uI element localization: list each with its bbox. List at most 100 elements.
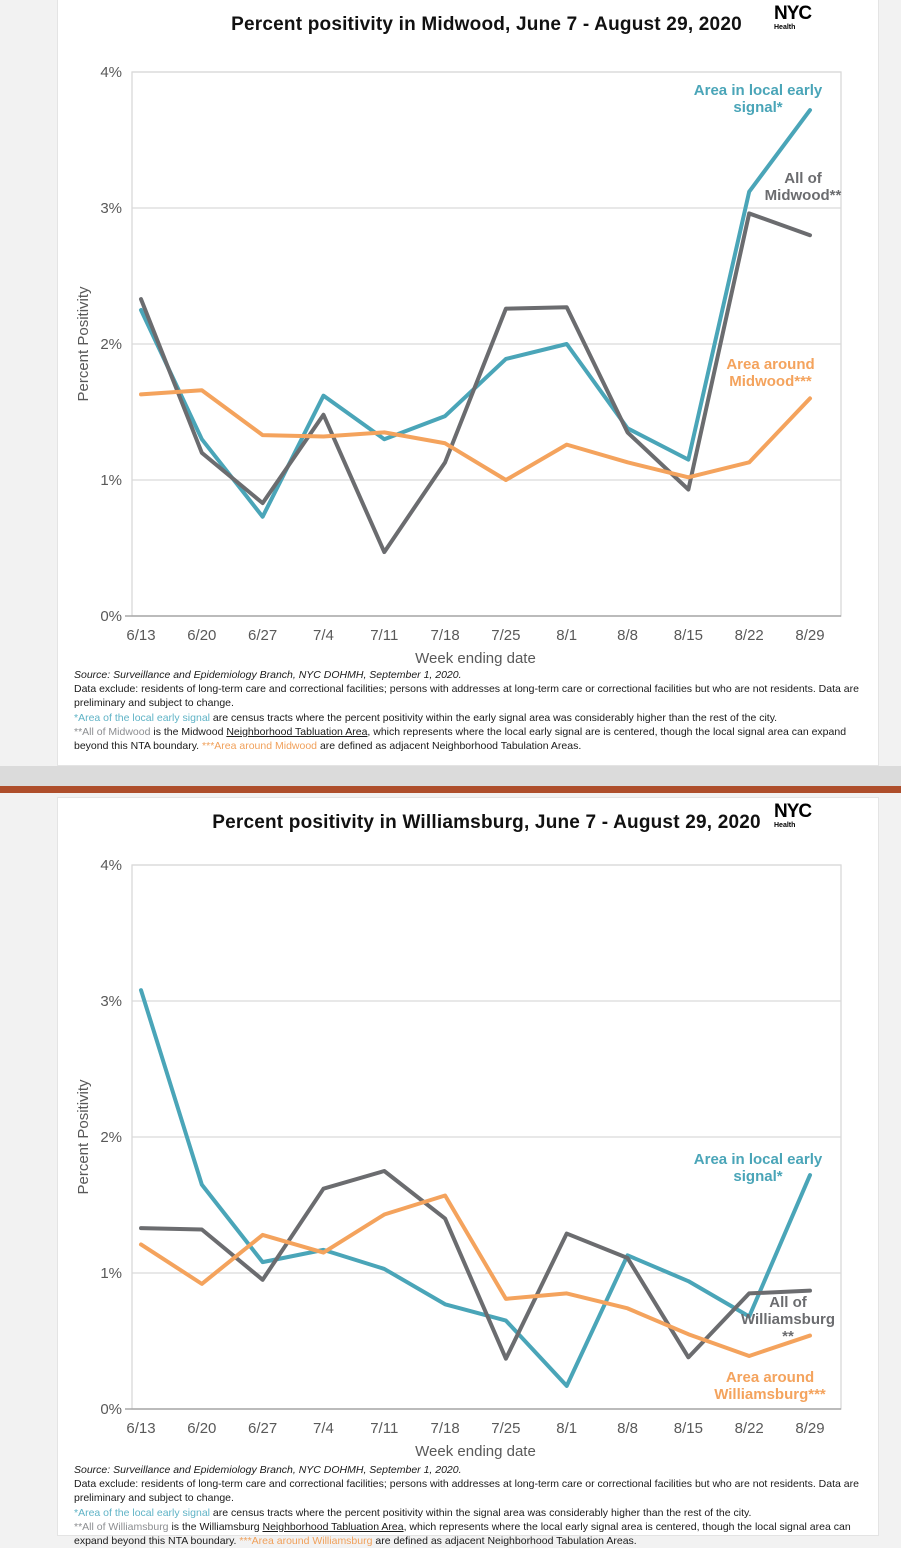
legend-area-around-midwood: Area around Midwood***: [698, 356, 843, 390]
divider-accent-bar: [0, 786, 901, 793]
footnote-signal-label: *Area of the local early signal: [74, 1506, 210, 1519]
legend-area-around-williamsburg: Area around Williamsburg***: [695, 1369, 845, 1403]
legend-all-of-williamsburg: All of Williamsburg **: [723, 1294, 853, 1345]
footnotes: Source: Surveillance and Epidemiology Br…: [74, 1463, 868, 1548]
x-tick-label: 6/27: [248, 1420, 277, 1437]
footnote-exclusions: Data exclude: residents of long-term car…: [74, 683, 859, 710]
logo-health-text: Health: [774, 24, 796, 31]
x-tick-label: 6/13: [126, 627, 155, 644]
nyc-health-logo: NYC Health: [774, 4, 834, 31]
footnote-all-text1: is the Midwood: [150, 725, 227, 738]
x-tick-label: 8/1: [556, 627, 577, 644]
footnote-all-text2: , which represents where the local early…: [74, 725, 847, 753]
y-tick-label: 0%: [100, 608, 122, 625]
x-tick-label: 8/22: [735, 1420, 764, 1437]
divider-band: [0, 766, 901, 786]
y-tick-label: 1%: [100, 1265, 122, 1282]
x-tick-label: 6/20: [187, 1420, 216, 1437]
x-tick-label: 8/15: [674, 1420, 703, 1437]
y-axis-title: Percent Positivity: [75, 1079, 92, 1195]
footnote-all-around: **All of Midwood is the Midwood Neighbor…: [74, 725, 868, 753]
x-tick-label: 6/20: [187, 627, 216, 644]
nta-link[interactable]: Neighborhood Tabluation Area: [262, 1520, 404, 1533]
x-tick-label: 7/18: [430, 627, 459, 644]
legend-early-signal: Area in local early signal*: [678, 1151, 838, 1185]
x-tick-label: 8/15: [674, 627, 703, 644]
y-tick-label: 4%: [100, 857, 122, 874]
x-tick-label: 8/1: [556, 1420, 577, 1437]
footnote-source: Source: Surveillance and Epidemiology Br…: [74, 669, 462, 681]
y-tick-label: 2%: [100, 1129, 122, 1146]
legend-line: signal*: [733, 1168, 783, 1185]
y-tick-label: 3%: [100, 200, 122, 217]
footnote-signal-text: are census tracts where the percent posi…: [210, 1506, 752, 1519]
footnote-all-label: **All of Williamsburg: [74, 1520, 169, 1533]
footnote-around-label: ***Area around Williamsburg: [239, 1535, 373, 1548]
x-tick-label: 8/8: [617, 627, 638, 644]
footnote-signal: *Area of the local early signal are cens…: [74, 711, 868, 725]
series-line-area-around-midwood-: [139, 388, 812, 482]
x-tick-label: 8/29: [795, 1420, 824, 1437]
y-tick-label: 0%: [100, 1401, 122, 1418]
series-line-area-in-local-early-signal-: [139, 108, 812, 519]
legend-line: Area around: [725, 1369, 815, 1386]
footnote-signal-label: *Area of the local early signal: [74, 711, 210, 724]
x-tick-label: 7/4: [313, 627, 334, 644]
x-tick-label: 8/29: [795, 627, 824, 644]
nta-link[interactable]: Neighborhood Tabluation Area: [226, 725, 368, 738]
legend-all-of-midwood: All of Midwood**: [748, 170, 858, 204]
legend-line: Williamsburg: [740, 1311, 836, 1328]
chart-card-midwood: Percent positivity in Midwood, June 7 - …: [57, 0, 879, 766]
chart-card-williamsburg: Percent positivity in Williamsburg, June…: [57, 797, 879, 1547]
y-tick-label: 3%: [100, 993, 122, 1010]
footnotes: Source: Surveillance and Epidemiology Br…: [74, 668, 868, 753]
nyc-health-logo: NYC Health: [774, 802, 834, 829]
y-axis-title: Percent Positivity: [75, 286, 92, 402]
y-tick-label: 2%: [100, 336, 122, 353]
series-line-all-of-williamsburg-: [139, 1169, 812, 1361]
legend-line: **: [782, 1328, 794, 1345]
line-chart-williamsburg: 0% 1% 2% 3% 4% 6/13 6/20 6/27 7/4 7/11 7/18 7/25 8/1…: [75, 857, 842, 1460]
legend-line: All of: [784, 170, 822, 187]
footnote-around-label: ***Area around Midwood: [202, 740, 318, 753]
x-tick-label: 7/11: [370, 627, 398, 644]
chart-title: Percent positivity in Midwood, June 7 - …: [231, 14, 742, 35]
legend-early-signal: Area in local early signal*: [678, 82, 838, 116]
legend-line: Midwood***: [729, 373, 812, 390]
x-tick-label: 7/11: [370, 1420, 398, 1437]
x-tick-label: 7/25: [491, 1420, 520, 1437]
y-tick-label: 1%: [100, 472, 122, 489]
x-tick-label: 8/22: [735, 627, 764, 644]
x-tick-label: 8/8: [617, 1420, 638, 1437]
logo-nyc-text: NYC: [774, 801, 812, 822]
footnote-all-around: **All of Williamsburg is the Williamsbur…: [74, 1520, 868, 1548]
x-tick-label: 7/18: [430, 1420, 459, 1437]
x-tick-label: 6/13: [126, 1420, 155, 1437]
footnote-all-text1: is the Williamsburg: [168, 1520, 263, 1533]
legend-line: Area in local early: [693, 82, 823, 99]
footnote-around-text: are defined as adjacent Neighborhood Tab…: [372, 1535, 637, 1548]
footnote-signal-text: are census tracts where the percent posi…: [210, 711, 778, 724]
chart-title: Percent positivity in Williamsburg, June…: [212, 812, 761, 833]
legend-line: signal*: [733, 99, 783, 116]
logo-health-text: Health: [774, 822, 796, 829]
logo-nyc-text: NYC: [774, 3, 812, 24]
x-tick-label: 7/25: [491, 627, 520, 644]
legend-line: Area in local early: [693, 1151, 823, 1168]
footnote-around-text: are defined as adjacent Neighborhood Tab…: [317, 740, 582, 753]
legend-line: Midwood**: [764, 187, 842, 204]
series-line-area-around-williamsburg-: [139, 1193, 812, 1358]
x-tick-label: 6/27: [248, 627, 277, 644]
x-axis-title: Week ending date: [415, 650, 536, 667]
y-tick-label: 4%: [100, 64, 122, 81]
footnote-exclusions: Data exclude: residents of long-term car…: [74, 1478, 859, 1505]
legend-line: All of: [769, 1294, 807, 1311]
footnote-source: Source: Surveillance and Epidemiology Br…: [74, 1464, 462, 1476]
x-axis-title: Week ending date: [415, 1443, 536, 1460]
legend-line: Williamsburg***: [714, 1386, 826, 1403]
footnote-all-label: **All of Midwood: [74, 725, 151, 738]
footnote-signal: *Area of the local early signal are cens…: [74, 1506, 868, 1520]
series-line-area-in-local-early-signal-: [139, 988, 812, 1388]
legend-line: Area around: [726, 356, 815, 373]
